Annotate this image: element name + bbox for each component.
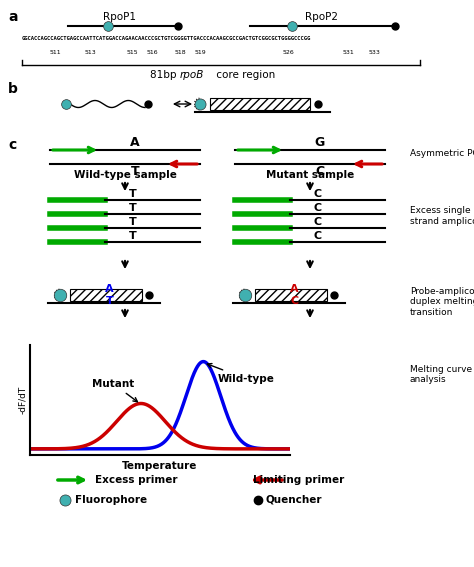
Text: 531: 531 — [342, 50, 354, 55]
Text: Mutant: Mutant — [92, 379, 137, 402]
Text: A: A — [105, 284, 114, 294]
Text: C: C — [314, 189, 322, 199]
Text: 533: 533 — [369, 50, 381, 55]
Text: Mutant sample: Mutant sample — [266, 170, 354, 180]
Text: 511: 511 — [49, 50, 61, 55]
Text: C: C — [314, 203, 322, 213]
Text: T: T — [129, 231, 137, 241]
Bar — [210, 98, 310, 110]
Text: 81bp: 81bp — [150, 70, 180, 80]
Text: Probe-amplicon
duplex melting
transition: Probe-amplicon duplex melting transition — [410, 287, 474, 317]
Text: c: c — [8, 138, 16, 152]
Text: RpoP1: RpoP1 — [103, 12, 137, 22]
Text: G: G — [315, 136, 325, 149]
Text: Excess primer: Excess primer — [95, 475, 177, 485]
Text: T: T — [129, 203, 137, 213]
Text: core region: core region — [213, 70, 275, 80]
Text: Wild-type: Wild-type — [208, 363, 274, 384]
Text: A: A — [130, 136, 140, 149]
Text: Asymmetric PCR: Asymmetric PCR — [410, 149, 474, 158]
Text: 518: 518 — [174, 50, 186, 55]
Y-axis label: -dF/dT: -dF/dT — [18, 386, 27, 414]
Text: T: T — [129, 189, 137, 199]
Text: C: C — [315, 165, 325, 178]
Text: C: C — [314, 217, 322, 227]
Text: Melting curve
analysis: Melting curve analysis — [410, 365, 472, 384]
Text: C: C — [314, 231, 322, 241]
Text: Quencher: Quencher — [266, 495, 322, 505]
Bar — [70, 289, 142, 301]
Text: Limiting primer: Limiting primer — [253, 475, 344, 485]
Text: b: b — [8, 82, 18, 96]
Text: 526: 526 — [282, 50, 294, 55]
Text: GGCACCAGCCAGCTGAGCCAATTCATGGACCAGAACAACCCGCTGTCGGGGTTGACCCACAAGCGCCGACTGTCGGCGCT: GGCACCAGCCAGCTGAGCCAATTCATGGACCAGAACAACC… — [22, 36, 311, 41]
Text: T: T — [131, 165, 139, 178]
Text: 515: 515 — [126, 50, 138, 55]
Text: A: A — [290, 284, 299, 294]
Text: a: a — [8, 10, 18, 24]
Text: Fluorophore: Fluorophore — [75, 495, 147, 505]
Text: T: T — [106, 296, 113, 306]
Text: 516: 516 — [146, 50, 158, 55]
Text: Excess single
strand amplicons: Excess single strand amplicons — [410, 206, 474, 226]
Text: rpoB: rpoB — [180, 70, 204, 80]
X-axis label: Temperature: Temperature — [122, 460, 198, 471]
Text: 513: 513 — [84, 50, 96, 55]
Text: T: T — [129, 217, 137, 227]
Bar — [255, 289, 327, 301]
Text: 519: 519 — [194, 50, 206, 55]
Text: Wild-type sample: Wild-type sample — [73, 170, 176, 180]
Text: C: C — [291, 296, 299, 306]
Text: RpoP2: RpoP2 — [306, 12, 338, 22]
